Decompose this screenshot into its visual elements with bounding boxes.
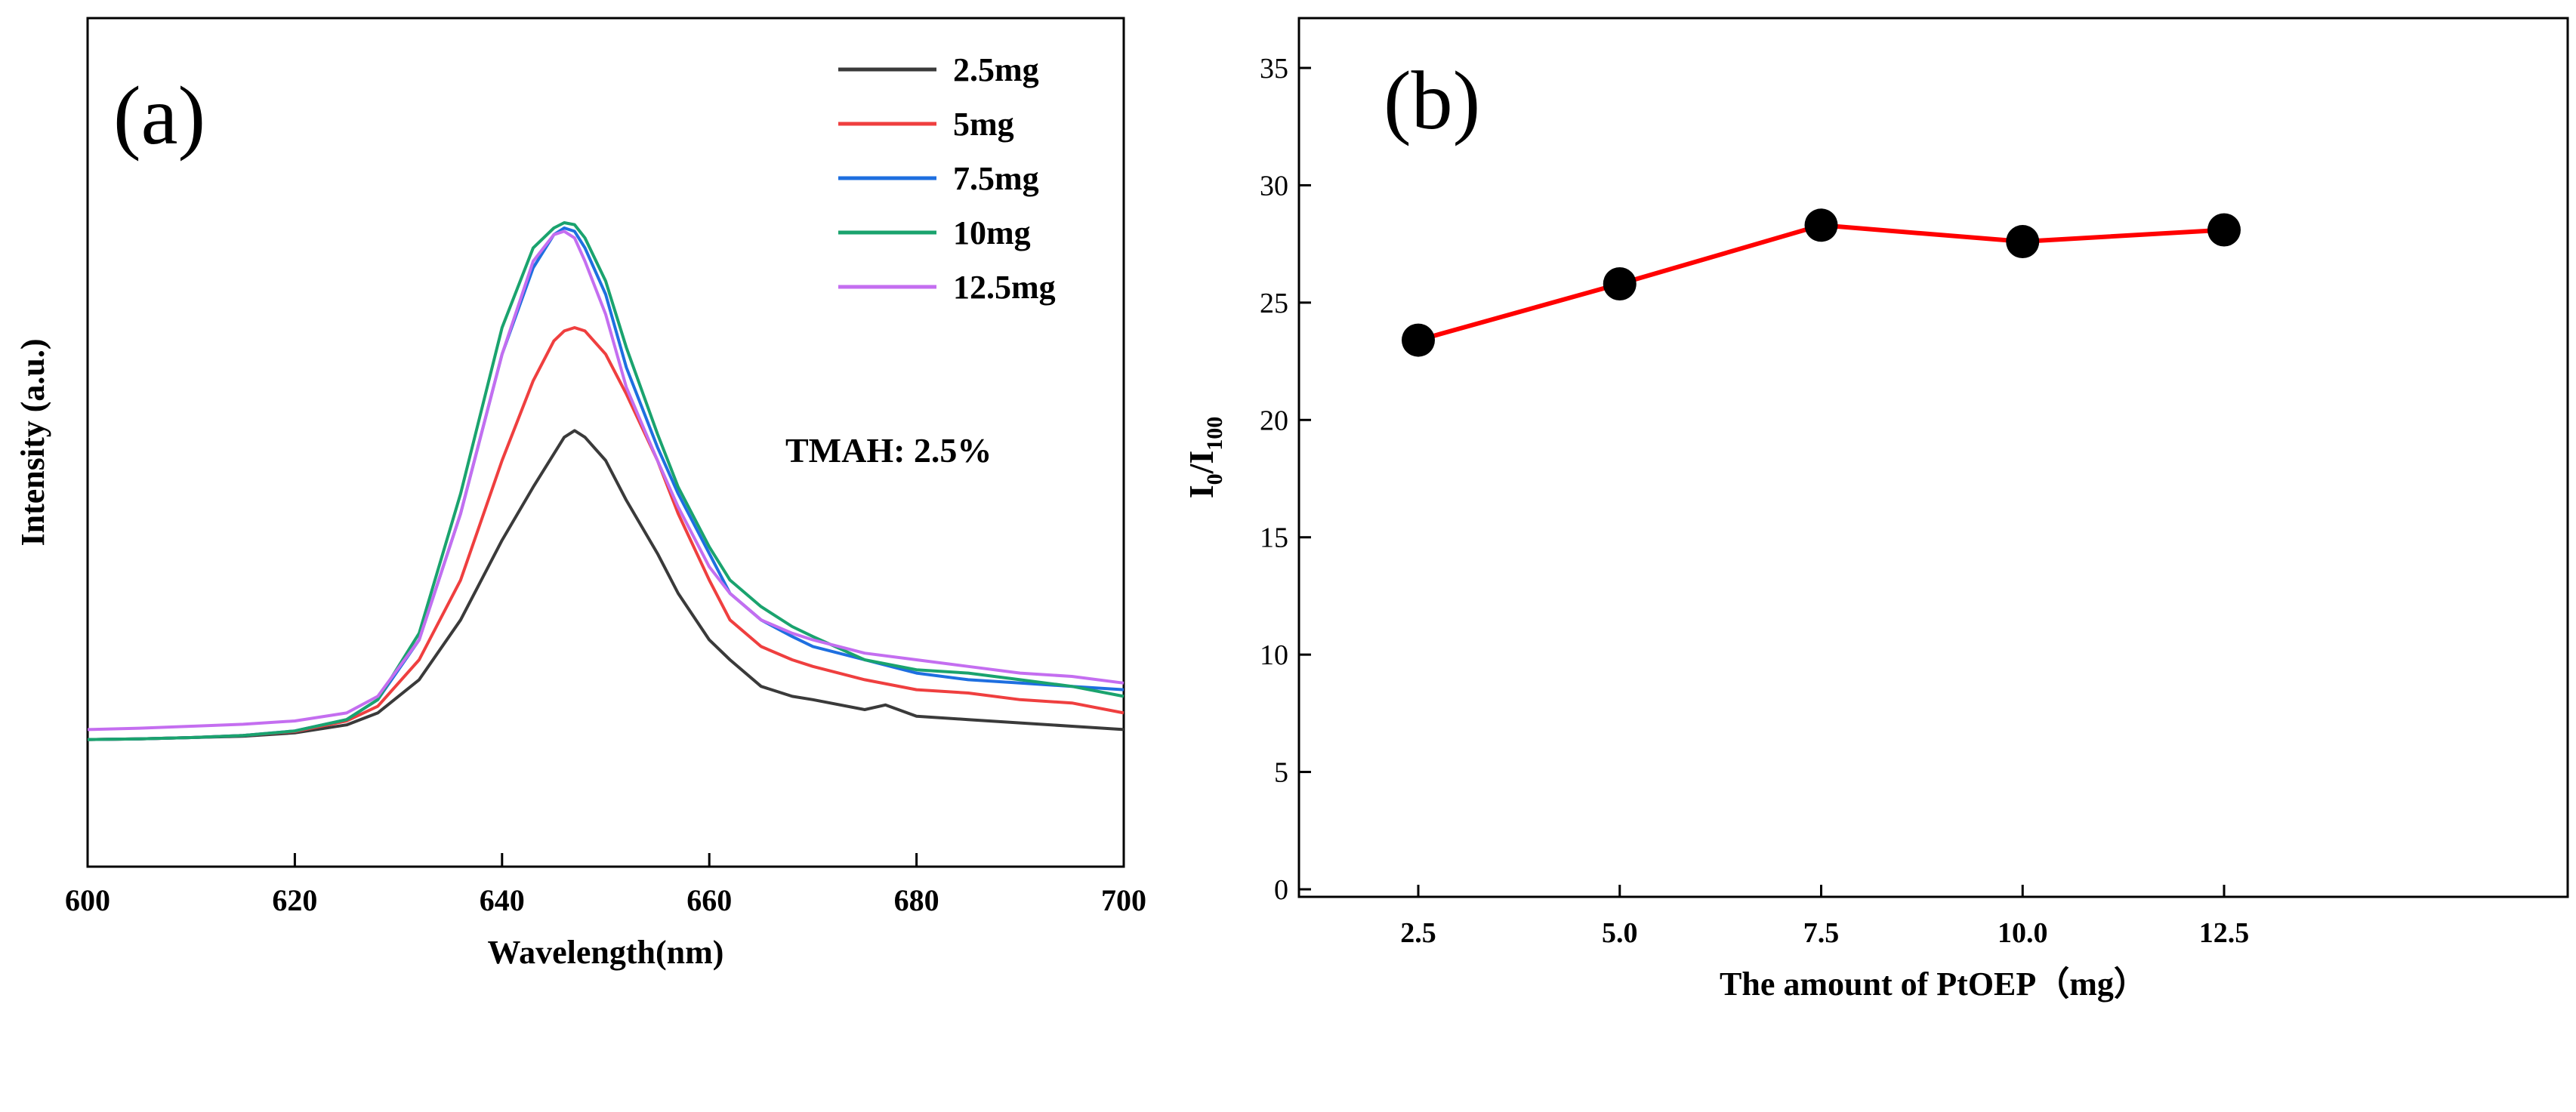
data-point-7.5	[1804, 208, 1838, 242]
y-tick-label: 20	[1260, 405, 1288, 436]
y-label-i: I	[1182, 485, 1220, 498]
panel-a-x-axis-label: Wavelength(nm)	[488, 934, 724, 971]
series-line-10mg	[87, 221, 1124, 741]
legend-label: 5mg	[953, 106, 1014, 143]
panel-a-legend: 2.5mg 5mg 7.5mg 10mg 12.5mg	[838, 51, 1056, 306]
series-line-12.5mg	[87, 229, 1124, 732]
tmah-annotation: TMAH: 2.5%	[785, 431, 992, 470]
panel-b-label: (b)	[1384, 54, 1480, 146]
series-line-2.5mg	[87, 429, 1124, 741]
panel-b-ratio: 0 5 10 15 20 25 30 35 2.5 5.0 7.5 10.0 12.5 (b) The…	[1182, 17, 2569, 1003]
data-point-5.0	[1603, 266, 1637, 300]
y-label-sub-100: 100	[1202, 417, 1227, 451]
panel-a-x-ticks: 600 620 640 660 680 700	[65, 853, 1146, 917]
y-tick-label: 0	[1274, 874, 1288, 906]
x-tick-label: 700	[1101, 883, 1146, 917]
y-tick-label: 10	[1260, 639, 1288, 671]
ratio-line	[1418, 223, 2225, 343]
panel-b-y-axis-label: I0/I100	[1182, 417, 1227, 499]
legend-label: 2.5mg	[953, 51, 1039, 88]
x-tick-label: 680	[894, 883, 939, 917]
x-tick-label: 640	[480, 883, 525, 917]
panel-a-spectra: 600 620 640 660 680 700 (a) 2.5mg 5mg 7.5mg 10mg…	[14, 17, 1146, 971]
y-tick-label: 5	[1274, 757, 1288, 789]
legend-label: 12.5mg	[953, 269, 1056, 306]
data-point-12.5	[2207, 213, 2241, 247]
series-line-5mg	[87, 326, 1124, 741]
x-tick-label: 620	[272, 883, 317, 917]
panel-b-plot	[1402, 208, 2241, 357]
data-point-10.0	[2006, 225, 2040, 259]
x-tick-label: 7.5	[1803, 917, 1840, 949]
panel-a-series-group	[87, 221, 1124, 741]
legend-label: 10mg	[953, 214, 1031, 251]
y-tick-label: 35	[1260, 53, 1288, 85]
x-tick-label: 12.5	[2199, 917, 2250, 949]
panel-b-frame	[1297, 17, 2569, 898]
y-tick-label: 30	[1260, 170, 1288, 202]
y-label-sub-0: 0	[1202, 473, 1227, 485]
x-tick-label: 10.0	[1998, 917, 2048, 949]
y-tick-label: 15	[1260, 522, 1288, 554]
panel-a-y-axis-label: Intensity (a.u.)	[14, 338, 51, 546]
y-tick-label: 25	[1260, 288, 1288, 319]
panel-b-x-ticks: 2.5 5.0 7.5 10.0 12.5	[1400, 885, 2249, 949]
legend-label: 7.5mg	[953, 160, 1039, 197]
y-label-slash-i: /I	[1182, 451, 1220, 475]
x-tick-label: 2.5	[1400, 917, 1436, 949]
panel-a-label: (a)	[113, 69, 205, 162]
panel-b-x-axis-label: The amount of PtOEP（mg）	[1720, 966, 2147, 1003]
x-tick-label: 660	[686, 883, 732, 917]
x-tick-label: 600	[65, 883, 110, 917]
panel-a-frame	[86, 17, 1125, 868]
data-point-2.5	[1402, 323, 1435, 357]
panel-b-y-ticks: 0 5 10 15 20 25 30 35	[1260, 53, 1311, 906]
x-tick-label: 5.0	[1602, 917, 1638, 949]
